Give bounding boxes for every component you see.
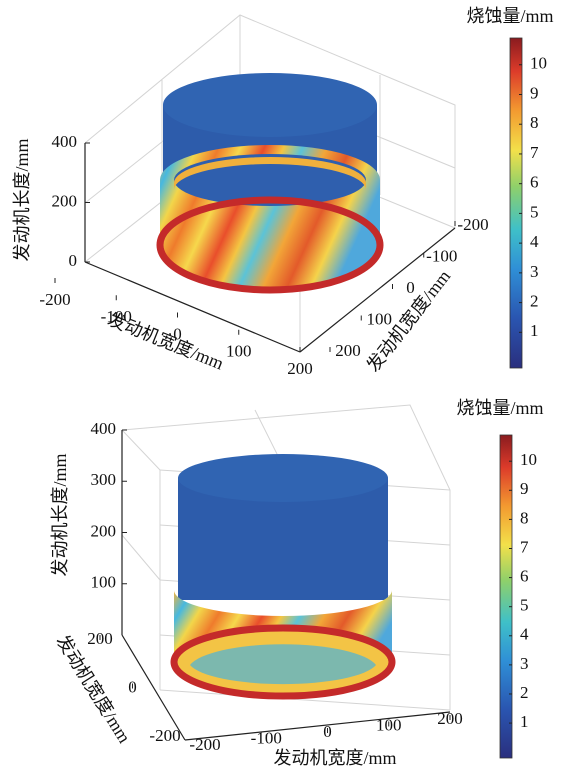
axis-label: 发动机长度/mm — [50, 453, 70, 576]
y-tick-label: -200 — [457, 215, 488, 234]
colorbar-tick-label: 3 — [520, 654, 529, 673]
y-tick-label: -100 — [426, 246, 457, 265]
colorbar-tick-label: 5 — [520, 596, 529, 615]
colorbar-tick-label: 2 — [530, 292, 539, 311]
colorbar-tick-label: 5 — [530, 202, 539, 221]
x-tick-label: 0 — [173, 324, 182, 343]
y-tick-label: 0 — [128, 677, 137, 696]
y-tick-label: 0 — [406, 278, 415, 297]
cylinder-surface — [156, 73, 384, 294]
z-tick-label: 300 — [91, 470, 117, 489]
x-tick-label: -100 — [101, 307, 132, 326]
x-tick-label: -200 — [39, 290, 70, 309]
cylinder-surface — [170, 454, 396, 700]
colorbar-tick-label: 9 — [530, 83, 539, 102]
colorbar-tick-label: 8 — [530, 113, 539, 132]
x-tick-label: 100 — [376, 715, 402, 734]
x-tick-label: 0 — [323, 722, 332, 741]
colorbar-tick-label: 10 — [520, 450, 537, 469]
x-tick-label: 200 — [287, 359, 313, 378]
y-tick-label: 200 — [87, 629, 113, 648]
z-tick-label: 200 — [91, 521, 117, 540]
x-tick-label: -100 — [251, 728, 282, 747]
axis-label: 发动机宽度/mm — [53, 632, 135, 747]
x-tick-label: 100 — [226, 342, 252, 361]
z-tick-label: 0 — [69, 251, 78, 270]
x-tick-label: -200 — [189, 735, 220, 754]
colorbar-label: 烧蚀量/mm — [466, 6, 553, 26]
y-tick-label: 100 — [367, 309, 393, 328]
axis-label: 发动机长度/mm — [12, 138, 32, 261]
colorbar-tick-label: 6 — [530, 173, 539, 192]
colorbar-tick-label: 6 — [520, 566, 529, 585]
z-tick-label: 100 — [91, 573, 117, 592]
x-tick-label: 200 — [437, 709, 463, 728]
colorbar-tick-label: 9 — [520, 479, 529, 498]
colorbar — [499, 434, 513, 759]
colorbar-tick-label: 3 — [530, 262, 539, 281]
colorbar-tick-label: 8 — [520, 508, 529, 527]
z-tick-label: 400 — [91, 419, 117, 438]
axis-label: 发动机宽度/mm — [105, 309, 227, 374]
colorbar-tick-label: 2 — [520, 683, 529, 702]
y-tick-label: -200 — [149, 726, 180, 745]
colorbar-tick-label: 7 — [520, 537, 529, 556]
colorbar-label: 烧蚀量/mm — [456, 398, 543, 418]
colorbar-tick-label: 1 — [520, 712, 529, 731]
colorbar-tick-label: 4 — [520, 625, 529, 644]
colorbar-tick-label: 4 — [530, 232, 539, 251]
axis-label: 发动机宽度/mm — [273, 748, 396, 768]
z-tick-label: 400 — [52, 132, 78, 151]
y-tick-label: 200 — [335, 341, 361, 360]
colorbar-tick-label: 7 — [530, 143, 539, 162]
z-tick-label: 200 — [52, 191, 78, 210]
colorbar — [509, 37, 523, 369]
colorbar-tick-label: 1 — [530, 321, 539, 340]
colorbar-tick-label: 10 — [530, 54, 547, 73]
